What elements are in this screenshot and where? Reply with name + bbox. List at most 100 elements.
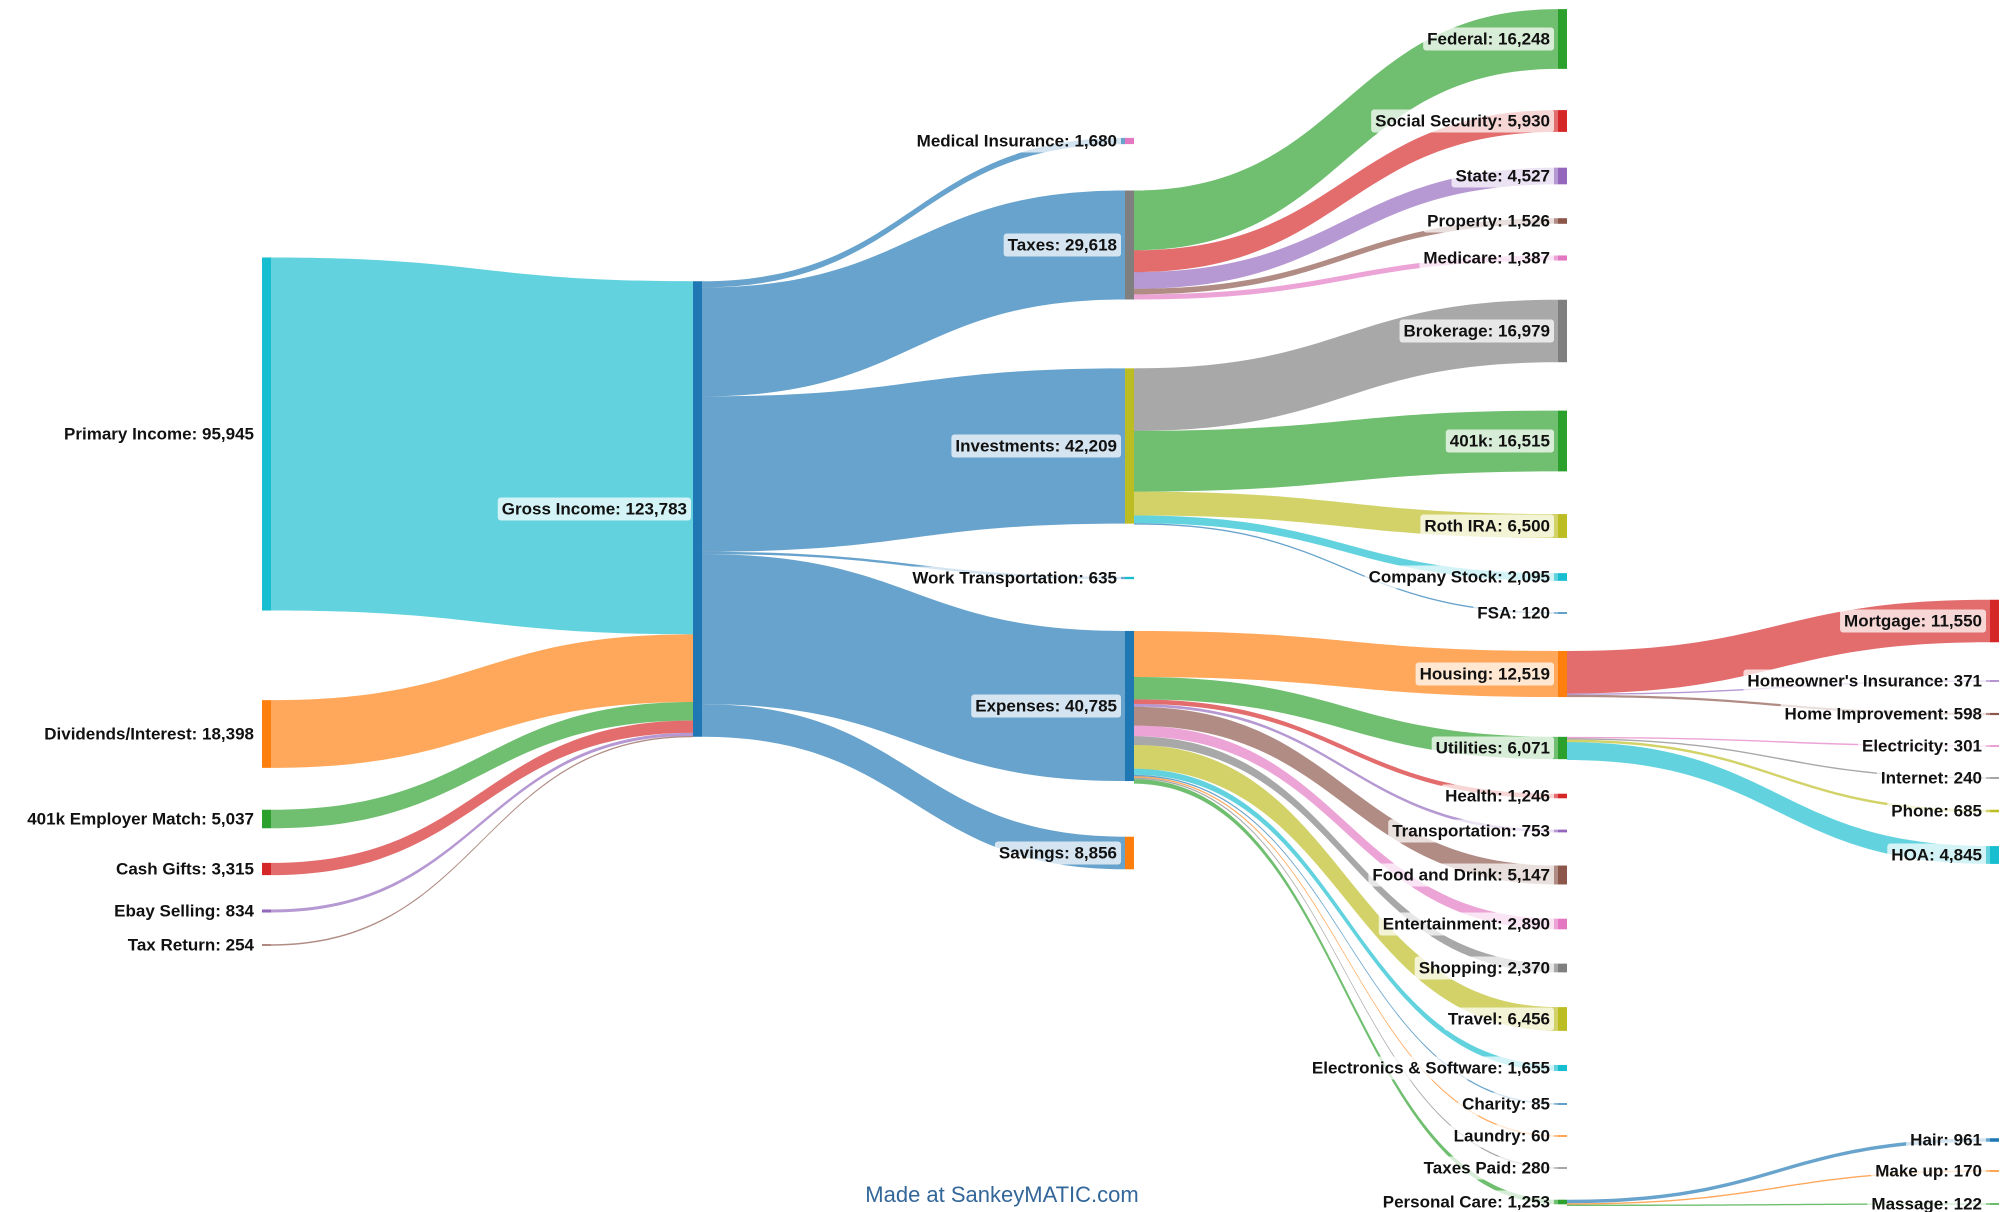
label-k401: 401k: 16,515 xyxy=(1445,429,1554,453)
flow-gross-to-worktrans xyxy=(702,551,1125,580)
node-cstock xyxy=(1558,573,1567,581)
svg-text:Taxes Paid: 280: Taxes Paid: 280 xyxy=(1424,1159,1550,1178)
svg-text:Housing: 12,519: Housing: 12,519 xyxy=(1420,665,1550,684)
svg-text:Transportation: 753: Transportation: 753 xyxy=(1392,822,1550,841)
sankey-labels: Primary Income: 95,945 Dividends/Interest… xyxy=(27,27,1986,1212)
label-primary: Primary Income: 95,945 xyxy=(64,425,254,444)
svg-text:Internet: 240: Internet: 240 xyxy=(1881,769,1982,788)
svg-text:Federal: 16,248: Federal: 16,248 xyxy=(1427,30,1550,49)
flow-utilities-to-phone xyxy=(1567,739,1990,813)
node-housing xyxy=(1558,650,1567,698)
svg-text:Property: 1,526: Property: 1,526 xyxy=(1427,212,1550,231)
node-medins xyxy=(1125,137,1134,145)
node-electricity xyxy=(1990,745,1999,747)
node-makeup xyxy=(1990,1170,1999,1172)
svg-text:FSA: 120: FSA: 120 xyxy=(1477,604,1550,623)
svg-text:Tax Return: 254: Tax Return: 254 xyxy=(128,936,255,955)
node-taxret xyxy=(262,944,271,946)
node-homeimp xyxy=(1990,712,1999,716)
node-charity xyxy=(1558,1103,1567,1105)
flow-expenses-to-electronics xyxy=(1134,768,1558,1072)
label-laundry: Laundry: 60 xyxy=(1449,1124,1554,1148)
flow-expenses-to-health xyxy=(1134,699,1558,799)
svg-text:Shopping: 2,370: Shopping: 2,370 xyxy=(1419,959,1550,978)
svg-text:Homeowner's Insurance: 371: Homeowner's Insurance: 371 xyxy=(1747,672,1982,691)
flow-expenses-to-charity xyxy=(1134,774,1558,1105)
svg-text:Savings: 8,856: Savings: 8,856 xyxy=(999,844,1117,863)
svg-text:Food and Drink: 5,147: Food and Drink: 5,147 xyxy=(1372,866,1550,885)
flow-primary-to-gross xyxy=(271,257,693,635)
node-hoa xyxy=(1990,846,1999,864)
label-taxespaid: Taxes Paid: 280 xyxy=(1419,1156,1554,1180)
flow-gross-to-expenses xyxy=(702,554,1125,782)
label-travel: Travel: 6,456 xyxy=(1443,1007,1554,1031)
flow-taxes-to-federal xyxy=(1134,9,1558,251)
label-health: Health: 1,246 xyxy=(1441,784,1554,808)
label-worktrans: Work Transportation: 635 xyxy=(908,566,1121,590)
svg-text:Phone: 685: Phone: 685 xyxy=(1891,802,1982,821)
credit-text: Made at SankeyMATIC.com xyxy=(865,1182,1138,1207)
node-taxes xyxy=(1125,190,1134,300)
flow-match401k-to-gross xyxy=(271,702,693,829)
node-internet xyxy=(1990,777,1999,779)
label-homeimp: Home Improvement: 598 xyxy=(1780,702,1986,726)
flow-gross-to-medins xyxy=(702,137,1125,288)
label-savings: Savings: 8,856 xyxy=(994,841,1121,865)
label-utilities: Utilities: 6,071 xyxy=(1431,736,1554,760)
node-entert xyxy=(1558,918,1567,930)
flow-expenses-to-entert xyxy=(1134,725,1558,930)
svg-text:HOA: 4,845: HOA: 4,845 xyxy=(1891,846,1982,865)
label-massage: Massage: 122 xyxy=(1867,1192,1986,1212)
node-taxespaid xyxy=(1558,1167,1567,1169)
node-state xyxy=(1558,167,1567,185)
node-phone xyxy=(1990,809,1999,813)
label-cstock: Company Stock: 2,095 xyxy=(1364,565,1554,589)
label-electronics: Electronics & Software: 1,655 xyxy=(1307,1056,1554,1080)
label-socsec: Social Security: 5,930 xyxy=(1371,109,1554,133)
node-match401k xyxy=(262,809,271,829)
flow-taxes-to-property xyxy=(1134,218,1558,295)
label-electricity: Electricity: 301 xyxy=(1857,734,1986,758)
node-medicare xyxy=(1558,255,1567,261)
node-gross xyxy=(693,281,702,737)
node-utilities xyxy=(1558,736,1567,760)
svg-text:Make up: 170: Make up: 170 xyxy=(1875,1162,1982,1181)
label-gifts: Cash Gifts: 3,315 xyxy=(116,860,254,879)
label-charity: Charity: 85 xyxy=(1458,1092,1554,1116)
node-property xyxy=(1558,218,1567,224)
node-expenses xyxy=(1125,630,1134,782)
svg-text:Investments: 42,209: Investments: 42,209 xyxy=(955,437,1117,456)
node-transport xyxy=(1558,829,1567,833)
node-hair xyxy=(1990,1138,1999,1142)
node-worktrans xyxy=(1125,576,1134,580)
flow-taxes-to-medicare xyxy=(1134,255,1558,300)
node-food xyxy=(1558,865,1567,885)
svg-text:Laundry: 60: Laundry: 60 xyxy=(1454,1127,1550,1146)
svg-text:Roth IRA: 6,500: Roth IRA: 6,500 xyxy=(1424,517,1550,536)
flow-dividends-to-gross xyxy=(271,634,693,768)
flow-taxes-to-state xyxy=(1134,167,1558,289)
svg-text:Ebay Selling: 834: Ebay Selling: 834 xyxy=(114,902,254,921)
node-laundry xyxy=(1558,1135,1567,1137)
svg-text:Hair: 961: Hair: 961 xyxy=(1910,1131,1982,1150)
svg-text:Cash Gifts: 3,315: Cash Gifts: 3,315 xyxy=(116,860,254,879)
svg-text:State: 4,527: State: 4,527 xyxy=(1456,167,1551,186)
label-invest: Investments: 42,209 xyxy=(951,434,1121,458)
flow-gross-to-invest xyxy=(702,368,1125,552)
label-state: State: 4,527 xyxy=(1451,164,1554,188)
svg-text:Gross Income: 123,783: Gross Income: 123,783 xyxy=(502,500,687,519)
svg-text:Electricity: 301: Electricity: 301 xyxy=(1862,737,1982,756)
node-invest xyxy=(1125,368,1134,524)
svg-text:Personal Care: 1,253: Personal Care: 1,253 xyxy=(1383,1193,1550,1212)
label-property: Property: 1,526 xyxy=(1423,209,1554,233)
svg-text:Massage: 122: Massage: 122 xyxy=(1871,1195,1982,1212)
label-housing: Housing: 12,519 xyxy=(1415,662,1554,686)
svg-text:Social Security: 5,930: Social Security: 5,930 xyxy=(1375,112,1550,131)
label-expenses: Expenses: 40,785 xyxy=(971,694,1121,718)
node-federal xyxy=(1558,9,1567,69)
svg-text:Mortgage: 11,550: Mortgage: 11,550 xyxy=(1844,612,1982,631)
svg-text:Expenses: 40,785: Expenses: 40,785 xyxy=(975,697,1117,716)
svg-text:Medicare: 1,387: Medicare: 1,387 xyxy=(1423,249,1550,268)
flow-expenses-to-transport xyxy=(1134,703,1558,833)
